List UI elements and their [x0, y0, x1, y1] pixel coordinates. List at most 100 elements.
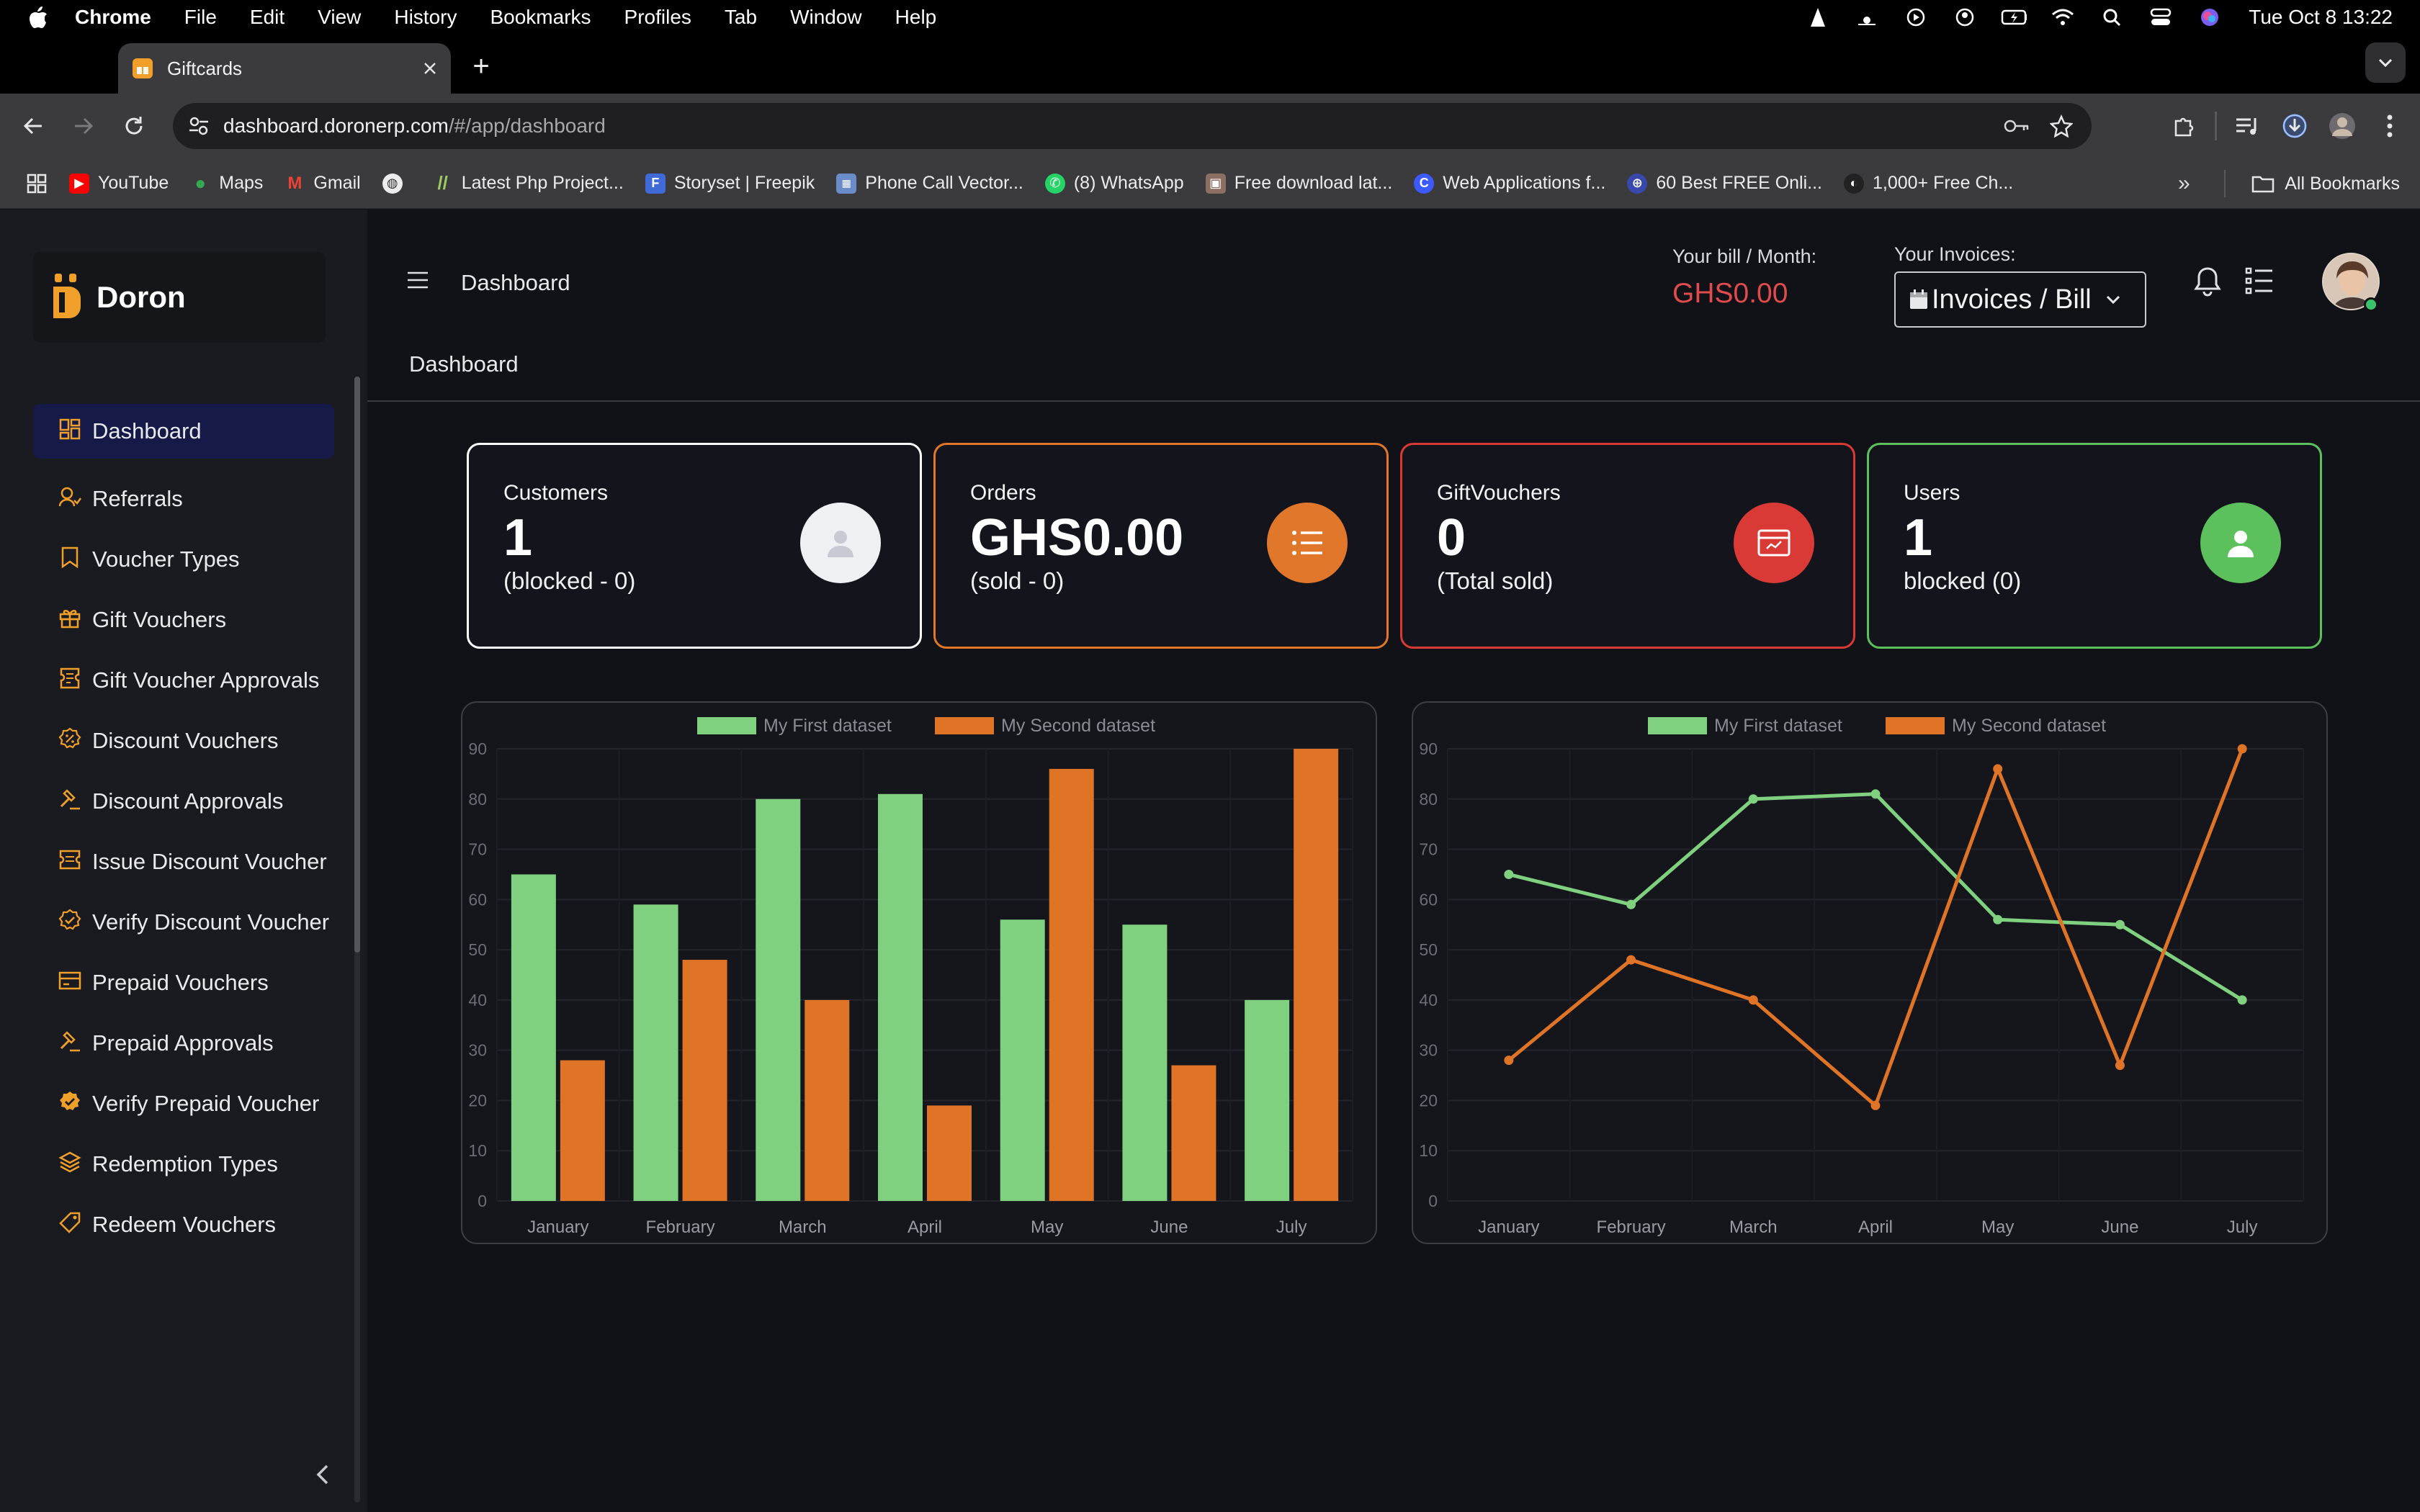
battery-icon[interactable]: [2001, 6, 2027, 28]
line-chart-panel: 0 10 20 30 40 50 60 70 80 90 January February March A…: [1412, 701, 2328, 1244]
menu-edit[interactable]: Edit: [249, 5, 285, 28]
tab-search-button[interactable]: [2365, 42, 2406, 83]
reload-button[interactable]: [115, 107, 153, 145]
breadcrumb[interactable]: Dashboard: [409, 351, 519, 377]
sidebar-item-prepaid-vouchers[interactable]: Prepaid Vouchers: [33, 953, 334, 1013]
y-tick-label: 10: [468, 1141, 487, 1160]
sidebar-item-label: Prepaid Approvals: [92, 1030, 274, 1056]
menu-history[interactable]: History: [394, 5, 457, 28]
reading-list-icon[interactable]: [2230, 109, 2264, 143]
vlc-icon[interactable]: [1805, 6, 1831, 28]
bookmark-60-best[interactable]: ⊕ 60 Best FREE Onli...: [1627, 173, 1822, 194]
back-button[interactable]: [14, 107, 52, 145]
bookmark-gmail[interactable]: M Gmail: [284, 173, 360, 194]
brand[interactable]: Doron: [33, 252, 326, 343]
apps-grid-icon[interactable]: [26, 173, 48, 194]
x-tick-label: July: [1276, 1218, 1307, 1237]
bar-chart: 0 10 20 30 40 50 60 70 80 90 January February March A…: [468, 716, 1353, 1237]
bookmark-label: Web Applications f...: [1443, 173, 1606, 193]
menu-bookmarks[interactable]: Bookmarks: [490, 5, 591, 28]
card-icon: [58, 968, 82, 993]
sidebar-item-gift-vouchers[interactable]: Gift Vouchers: [33, 590, 334, 650]
bookmark-maps[interactable]: ● Maps: [190, 172, 263, 194]
address-bar[interactable]: dashboard.doronerp.com/#/app/dashboard: [173, 103, 2092, 149]
more-menu-icon[interactable]: [2372, 109, 2407, 143]
sidebar-item-referrals[interactable]: Referrals: [33, 469, 334, 529]
bookmark-youtube[interactable]: ▶ YouTube: [69, 173, 169, 194]
collapse-sidebar-button[interactable]: [310, 1462, 336, 1488]
wifi-icon[interactable]: [2050, 6, 2076, 28]
chevron-left-icon: [316, 1464, 328, 1485]
forward-button[interactable]: [65, 107, 102, 145]
bookmark-1000-free[interactable]: ◐ 1,000+ Free Ch...: [1843, 173, 2013, 194]
menu-tab[interactable]: Tab: [724, 5, 758, 28]
bookmarks-overflow-icon[interactable]: »: [2178, 171, 2190, 195]
account-icon[interactable]: [1952, 6, 1978, 28]
card-subtext: blocked (0): [1904, 567, 2022, 594]
site-info-icon[interactable]: [186, 113, 212, 139]
omnibox-actions: [1986, 103, 2076, 149]
menu-view[interactable]: View: [318, 5, 362, 28]
bookmark-free-download[interactable]: ▣ Free download lat...: [1205, 173, 1392, 194]
bookmark-globe[interactable]: ◍: [382, 173, 411, 194]
menu-profiles[interactable]: Profiles: [624, 5, 691, 28]
new-tab-button[interactable]: +: [472, 50, 490, 82]
globe-icon: ◍: [382, 173, 403, 194]
sidebar-item-verify-prepaid-voucher[interactable]: Verify Prepaid Voucher: [33, 1074, 334, 1134]
stat-card-giftvouchers[interactable]: GiftVouchers 0 (Total sold): [1400, 443, 1855, 649]
menu-app-name[interactable]: Chrome: [75, 5, 151, 28]
sidebar-item-discount-approvals[interactable]: Discount Approvals: [33, 771, 334, 832]
sidebar-item-verify-discount-voucher[interactable]: Verify Discount Voucher: [33, 892, 334, 953]
menu-help[interactable]: Help: [895, 5, 937, 28]
sidebar-item-redemption-types[interactable]: Redemption Types: [33, 1134, 334, 1194]
stat-card-users[interactable]: Users 1 blocked (0): [1867, 443, 2322, 649]
card-value: 0: [1437, 509, 1466, 567]
sidebar-scrollbar-thumb[interactable]: [354, 377, 360, 953]
tab-close-icon[interactable]: [419, 58, 441, 79]
sidebar-scrollbar[interactable]: [354, 377, 360, 1503]
profile-avatar-icon[interactable]: [2325, 109, 2360, 143]
php-projects-icon: //: [437, 172, 448, 194]
user-avatar[interactable]: [2322, 253, 2380, 310]
url-text[interactable]: dashboard.doronerp.com/#/app/dashboard: [223, 114, 606, 138]
sidebar-item-redeem-vouchers[interactable]: Redeem Vouchers: [33, 1194, 334, 1255]
search-icon[interactable]: [2099, 6, 2125, 28]
sidebar-item-voucher-types[interactable]: Voucher Types: [33, 529, 334, 590]
sidebar-item-discount-vouchers[interactable]: Discount Vouchers: [33, 711, 334, 771]
all-bookmarks-button[interactable]: All Bookmarks: [2251, 158, 2400, 209]
task-list-icon[interactable]: [2244, 266, 2275, 296]
sidebar-item-dashboard[interactable]: Dashboard: [33, 404, 334, 459]
bookmark-storyset[interactable]: F Storyset | Freepik: [645, 173, 815, 194]
control-center-icon[interactable]: [2148, 6, 2174, 28]
play-icon[interactable]: [1903, 6, 1929, 28]
menubar-clock[interactable]: Tue Oct 8 13:22: [2249, 5, 2393, 28]
password-key-icon[interactable]: [2002, 112, 2031, 140]
menu-file[interactable]: File: [184, 5, 217, 28]
tab-giftcards[interactable]: Giftcards: [118, 43, 451, 94]
extensions-icon[interactable]: [2166, 109, 2201, 143]
bookmark-web-apps[interactable]: C Web Applications f...: [1414, 173, 1605, 194]
bookmark-whatsapp[interactable]: ✆ (8) WhatsApp: [1044, 173, 1184, 194]
sidebar-item-gift-voucher-approvals[interactable]: Gift Voucher Approvals: [33, 650, 334, 711]
downloads-icon[interactable]: [2277, 109, 2312, 143]
notifications-bell-icon[interactable]: [2192, 266, 2223, 297]
bookmark-star-icon[interactable]: [2047, 112, 2076, 140]
stat-card-orders[interactable]: Orders GHS0.00 (sold - 0): [933, 443, 1389, 649]
invoices-dropdown[interactable]: Invoices / Bill: [1894, 271, 2146, 328]
sidebar-item-label: Voucher Types: [92, 546, 240, 572]
siri-icon[interactable]: [2197, 6, 2223, 28]
card-value: GHS0.00: [970, 509, 1184, 567]
bar-first-dataset: [756, 798, 801, 1201]
brightness-icon[interactable]: [1854, 6, 1880, 28]
sidebar-item-issue-discount-voucher[interactable]: Issue Discount Voucher: [33, 832, 334, 892]
bookmark-php-projects[interactable]: // Latest Php Project...: [433, 172, 623, 194]
stat-card-customers[interactable]: Customers 1 (blocked - 0): [467, 443, 922, 649]
bookmark-label: YouTube: [98, 173, 169, 193]
user-photo-icon: [2323, 254, 2378, 309]
apple-icon[interactable]: [27, 4, 49, 30]
bookmark-phone-call[interactable]: ▦ Phone Call Vector...: [836, 173, 1023, 194]
menu-window[interactable]: Window: [790, 5, 862, 28]
sidebar-item-prepaid-approvals[interactable]: Prepaid Approvals: [33, 1013, 334, 1074]
hamburger-menu-icon[interactable]: [406, 270, 429, 290]
invoices-label: Your Invoices:: [1894, 243, 2016, 265]
